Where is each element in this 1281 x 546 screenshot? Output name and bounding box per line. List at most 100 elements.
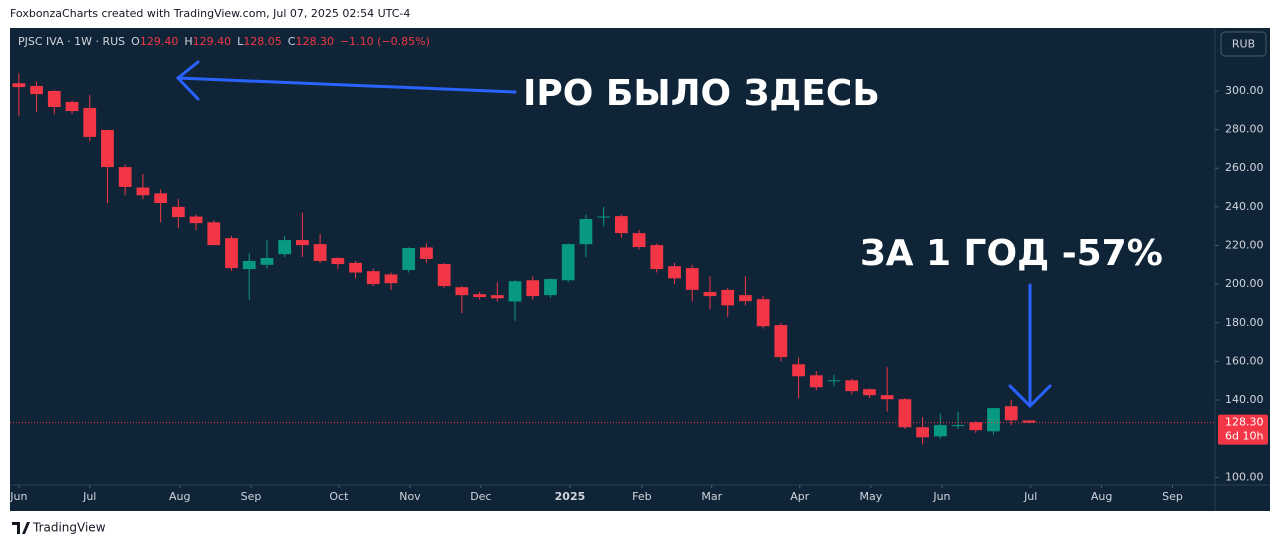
last-price-box: [1218, 414, 1268, 445]
candle-body: [455, 287, 469, 296]
candle-body: [331, 258, 345, 265]
candle-body: [242, 260, 256, 270]
x-tick-label: 2025: [555, 490, 586, 503]
x-tick-label: Aug: [1091, 490, 1112, 503]
candle-body: [827, 380, 841, 382]
candle-body: [845, 380, 859, 392]
candle-body: [650, 245, 664, 270]
candle-body: [296, 240, 309, 246]
plot: [10, 73, 1215, 445]
legend-label: O: [131, 35, 140, 48]
y-tick-label: 240.00: [1225, 200, 1264, 213]
candle-body: [579, 219, 593, 245]
x-tick-label: Nov: [399, 490, 421, 503]
y-tick-label: 280.00: [1225, 123, 1264, 136]
candle-body: [933, 425, 947, 437]
x-tick-label: Jul: [82, 490, 96, 503]
candle-body: [437, 264, 451, 287]
candle-body: [154, 193, 168, 203]
candle-body: [189, 216, 203, 224]
candle-body: [756, 299, 770, 327]
y-tick-label: 300.00: [1225, 84, 1264, 97]
x-tick-label: May: [859, 490, 882, 503]
candle-body: [260, 258, 274, 265]
candle-body: [544, 279, 557, 296]
candle-body: [685, 268, 699, 290]
arrow: [175, 60, 517, 101]
footer: TradingView: [32, 521, 106, 535]
candle-body: [47, 90, 61, 107]
ohlc-legend: PJSC IVA · 1W · RUS O129.40 H129.40 L128.05…: [18, 35, 430, 48]
candle-body: [490, 295, 504, 299]
x-tick-label: Mar: [701, 490, 722, 503]
x-tick-label: Sep: [1162, 490, 1183, 503]
candle-body: [614, 216, 628, 234]
legend-value: 128.30: [295, 35, 334, 48]
candle-body: [809, 375, 823, 388]
legend-change: −1.10 (−0.85%): [340, 35, 430, 48]
candle-body: [916, 427, 929, 438]
candle-body: [969, 422, 983, 431]
candle-body: [473, 294, 486, 298]
candle-body: [703, 292, 717, 297]
y-tick-label: 220.00: [1225, 238, 1264, 251]
currency-badge[interactable]: [1220, 31, 1267, 57]
candle-body: [225, 238, 238, 269]
candle-body: [951, 425, 965, 427]
candle-body: [1022, 420, 1036, 423]
countdown: 6d 10h: [1225, 430, 1263, 443]
x-tick-label: Jun: [9, 490, 27, 503]
candle-body: [668, 266, 681, 279]
candle-body: [313, 244, 327, 261]
candle-body: [898, 399, 912, 428]
candle-body: [1004, 406, 1018, 421]
legend-value: 129.40: [193, 35, 232, 48]
x-tick-label: Aug: [169, 490, 190, 503]
chart-background: [10, 28, 1270, 511]
legend-label: C: [288, 35, 296, 48]
candle-body: [207, 222, 221, 246]
candle-body: [632, 233, 646, 248]
logo: [12, 522, 30, 534]
candle-body: [863, 389, 876, 396]
candle-body: [792, 364, 805, 377]
candle-body: [739, 295, 752, 302]
candle-body: [526, 280, 540, 297]
annotation: IPO БЫЛО ЗДЕСЬ: [523, 73, 880, 114]
annotation: ЗА 1 ГОД -57%: [860, 233, 1163, 274]
attribution: FoxbonzaCharts created with TradingView.…: [10, 7, 410, 20]
candle-body: [561, 244, 575, 281]
y-tick-label: 200.00: [1225, 277, 1264, 290]
legend-value: 129.40: [140, 35, 179, 48]
candle-body: [402, 248, 416, 271]
arrows: [175, 60, 1052, 409]
symbol: PJSC IVA · 1W · RUS: [18, 35, 125, 48]
candle-body: [101, 129, 114, 168]
currency: RUB: [1232, 38, 1255, 51]
x-tick-label: Feb: [632, 490, 651, 503]
x-tick-label: Sep: [241, 490, 262, 503]
candle-body: [987, 408, 1000, 432]
candle-body: [278, 240, 292, 255]
candle-body: [12, 83, 26, 88]
candle-body: [774, 325, 788, 358]
y-tick-label: 160.00: [1225, 354, 1264, 367]
x-tick-label: Jun: [932, 490, 950, 503]
candle-body: [420, 247, 433, 260]
candle-body: [508, 281, 522, 302]
candle-body: [136, 187, 150, 196]
arrow: [1008, 283, 1052, 409]
y-tick-label: 140.00: [1225, 393, 1264, 406]
x-tick-label: Dec: [470, 490, 491, 503]
candle-body: [30, 85, 43, 95]
candle-body: [118, 167, 132, 187]
x-tick-label: Jul: [1023, 490, 1037, 503]
legend-value: 128.05: [243, 35, 282, 48]
x-tick-label: Oct: [329, 490, 349, 503]
y-tick-label: 100.00: [1225, 470, 1264, 483]
candle-body: [721, 289, 735, 306]
last-price-label: 128.30: [1225, 416, 1264, 429]
legend-label: H: [184, 35, 192, 48]
candle-body: [349, 262, 362, 273]
